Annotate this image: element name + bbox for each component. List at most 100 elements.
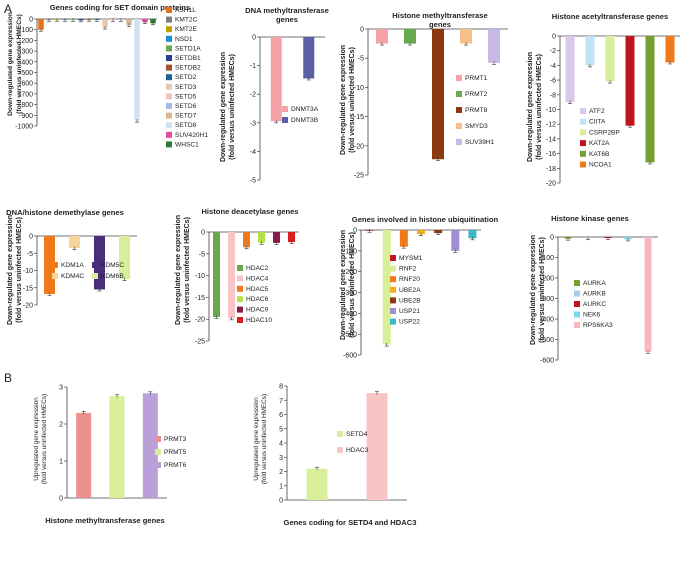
bar-USP22 [468, 230, 477, 239]
y-tick-label: -15 [354, 114, 364, 121]
legend-swatch-HDAC5 [237, 285, 243, 292]
bar-RNF2 [382, 230, 391, 345]
legend-label-HDAC2: HDAC2 [246, 265, 269, 272]
legend: PRMT1 PRMT2 PRMT8 SMYD3 SUV39H1 [456, 75, 495, 146]
bar-PRMT6 [142, 393, 158, 498]
y-tick-label: 6 [279, 412, 283, 419]
y-tick-label: 0 [550, 235, 554, 242]
legend-swatch-KDM6B [92, 273, 98, 279]
y-tick-label: -1 [250, 63, 256, 70]
legend-label-UBE2B: UBE2B [399, 297, 421, 304]
legend-swatch-SETDB2 [166, 64, 172, 71]
chart-ubq: Genes involved in histone ubiquitination… [343, 215, 499, 360]
bar-SUV420H1 [142, 19, 148, 23]
legend-label-HDAC10: HDAC10 [246, 317, 272, 324]
chart-title: Genes coding for SETD4 and HDAC3 [284, 518, 417, 527]
y-tick-label: -200 [343, 269, 357, 276]
chart-title-line: genes [429, 20, 451, 29]
chart-set: Genes coding for SET domain proteins 0 -10… [15, 3, 208, 148]
y-tick-label: -3 [250, 120, 256, 127]
y-axis-label-line2: (fold versus uninfected HMECs) [349, 232, 356, 338]
bar-ATF2 [565, 36, 575, 103]
y-axis-label-line2: (fold versus uninfected HMECs) [261, 394, 268, 484]
chart-dnmt: DNA methyltransferase genes 0 -1 -2 -3 -4 -5 DNM… [245, 6, 329, 185]
bar-PRMT2 [404, 29, 416, 44]
bar-WHSC1 [150, 19, 156, 24]
legend-swatch-SETD4 [337, 431, 343, 437]
legend-label-NCOA1: NCOA1 [589, 162, 612, 169]
chart-title: Genes involved in histone ubiquitination [352, 215, 499, 224]
bar-ASH1L [38, 19, 44, 30]
legend-swatch-SETD7 [166, 112, 172, 119]
legend-swatch-NCOA1 [580, 161, 586, 168]
legend-swatch-PRMT8 [456, 107, 462, 113]
legend-label-USP22: USP22 [399, 319, 420, 326]
legend-swatch-SETD5 [166, 93, 172, 100]
y-tick-label: -14 [546, 136, 556, 143]
y-tick-label: -5 [199, 251, 205, 258]
y-tick-label: -300 [19, 49, 33, 56]
y-tick-label: -5 [27, 251, 33, 258]
chart-kin: Histone kinase genes 0 -100 -200 -300 -400 -50… [540, 214, 658, 365]
legend-label-KAT6B: KAT6B [589, 151, 610, 158]
legend-swatch-UBE2B [390, 297, 396, 304]
legend-label-PRMT1: PRMT1 [465, 75, 488, 82]
chart-up2: Genes coding for SETD4 and HDAC3 0 1 2 3 4 5 6 7… [279, 384, 416, 528]
legend-label-PRMT5: PRMT5 [164, 449, 187, 456]
y-tick-label: -8 [550, 92, 556, 99]
legend-swatch-USP22 [390, 318, 396, 325]
y-tick-label: 3 [59, 385, 63, 392]
bar-HDAC5 [243, 232, 250, 248]
y-tick-label: -800 [19, 102, 33, 109]
legend-label-NEK6: NEK6 [583, 312, 601, 319]
legend-swatch-WHSC1 [166, 141, 172, 148]
chart-hmt: Histone methyltransferase genes 0 -5 -10 -15 -… [354, 11, 508, 180]
legend-swatch-SMYD3 [456, 123, 462, 129]
legend-swatch-KMT2C [166, 16, 172, 23]
bar-SETD3 [102, 19, 108, 28]
legend-swatch-PRMT2 [456, 91, 462, 97]
legend-swatch-PRMT1 [456, 75, 462, 81]
chart-title: Histone kinase genes [551, 214, 629, 223]
bar-SETD7 [126, 19, 132, 25]
legend-label-KDM4C: KDM4C [61, 273, 84, 280]
y-axis-label-line1: Upregulated gene expression [33, 397, 40, 481]
y-tick-label: 4 [279, 441, 283, 448]
legend-label-SETDB1: SETDB1 [175, 55, 201, 62]
y-tick-label: -900 [19, 113, 33, 120]
legend-label-SETD7: SETD7 [175, 113, 197, 120]
legend-swatch-ASH1L [166, 7, 172, 13]
legend-label-SETD4: SETD4 [346, 431, 368, 438]
legend-label-SETD6: SETD6 [175, 103, 197, 110]
y-axis-label-line1: Down-regulated gene expression [527, 52, 534, 162]
y-tick-label: -500 [343, 332, 357, 339]
legend-swatch-SUV39H1 [456, 139, 462, 145]
bar-SETD8 [134, 19, 140, 121]
legend-label-HDAC6: HDAC6 [246, 296, 269, 303]
legend-label-AURKB: AURKB [583, 291, 606, 298]
legend-label-RPS6KA3: RPS6KA3 [583, 322, 613, 329]
bar-HDAC4 [228, 232, 235, 319]
legend-label-UBE2A: UBE2A [399, 287, 421, 294]
legend-swatch-HDAC2 [237, 265, 243, 271]
bar-HDAC10 [288, 232, 295, 243]
legend: HDAC2 HDAC4 HDAC5 HDAC6 HDAC9 HDAC10 [237, 265, 272, 324]
bar-KDM6B [119, 236, 130, 280]
legend-label-CIITA: CIITA [589, 119, 606, 126]
y-tick-label: -700 [19, 91, 33, 98]
legend-swatch-SETD3 [166, 83, 172, 90]
bar-KAT6B [645, 36, 655, 163]
legend-swatch-AURKA [574, 280, 580, 286]
bar-HDAC9 [273, 232, 280, 243]
y-tick-label: -4 [250, 149, 256, 156]
y-axis-label-line2: (fold versus uninfected HMECs) [16, 217, 23, 323]
bar-SETD4 [306, 468, 328, 500]
legend-label-WHSC1: WHSC1 [175, 141, 199, 148]
y-tick-label: -600 [540, 358, 554, 365]
bar-KDM1A [44, 236, 55, 294]
legend-label-SETD2: SETD2 [175, 74, 197, 81]
legend-label-HDAC9: HDAC9 [246, 307, 269, 314]
y-tick-label: -500 [19, 70, 33, 77]
legend-swatch-NEK6 [574, 311, 580, 318]
y-axis-label-line2: (fold versus uninfected HMECs) [16, 14, 23, 114]
